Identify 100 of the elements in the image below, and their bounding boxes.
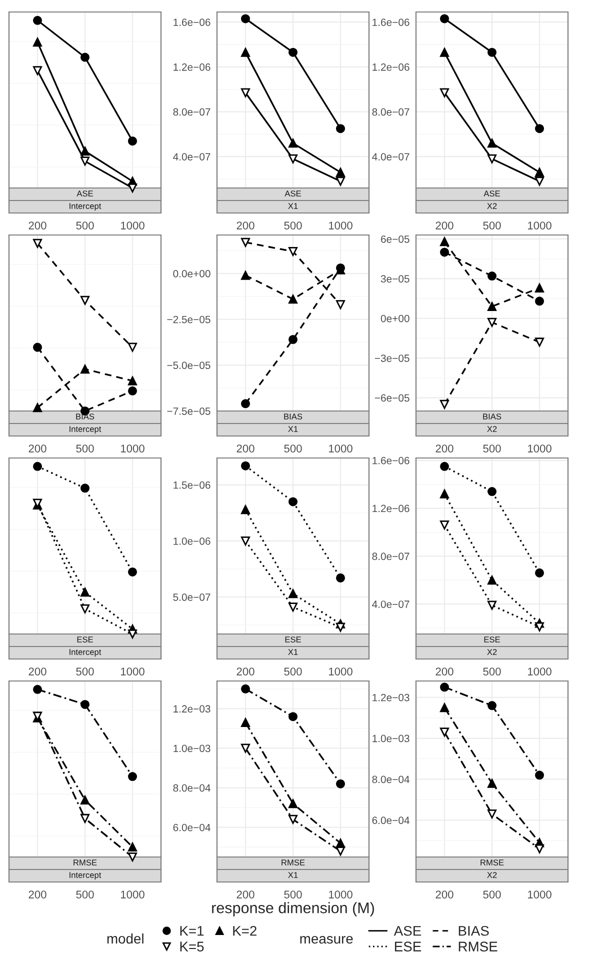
y-tick-label: −6e−05 bbox=[374, 394, 410, 402]
y-tick-label: −3e−05 bbox=[374, 354, 410, 362]
y-tick-label: 4.0e−07 bbox=[372, 153, 410, 160]
x-tick-label: 1000 bbox=[528, 444, 552, 452]
y-tick-label: 8.0e−04 bbox=[173, 784, 210, 792]
x-tick-label: 500 bbox=[483, 668, 501, 676]
y-tick-label: 1.2e−06 bbox=[174, 63, 210, 71]
x-tick-label: 500 bbox=[284, 222, 302, 230]
text: measure bbox=[300, 936, 353, 944]
text: X1 bbox=[288, 872, 298, 878]
text: ASE bbox=[76, 190, 93, 196]
x-tick-label: 500 bbox=[483, 222, 501, 230]
chart-title: ASE bbox=[394, 926, 422, 936]
y-tick-label: 8.0e−07 bbox=[372, 552, 410, 560]
y-tick-label: 0e+00 bbox=[380, 314, 410, 322]
x-tick-label: 1000 bbox=[120, 444, 144, 452]
x-tick-label: 1000 bbox=[120, 222, 144, 230]
y-tick-label: 1.2e−03 bbox=[174, 705, 210, 713]
x-tick-label: 200 bbox=[236, 890, 254, 898]
x-tick-label: 200 bbox=[436, 890, 454, 898]
y-tick-label: 5.0e−07 bbox=[173, 594, 210, 601]
text: ESE bbox=[77, 636, 93, 642]
y-tick-label: 1.0e−03 bbox=[174, 744, 210, 752]
y-tick-label: 1.0e−06 bbox=[174, 537, 210, 545]
y-tick-label: 1.2e−06 bbox=[372, 63, 410, 71]
x-tick-label: 1000 bbox=[328, 444, 352, 452]
y-tick-label: −2.5e−05 bbox=[167, 316, 210, 324]
x-tick-label: 500 bbox=[284, 444, 302, 452]
chart-title: RMSE bbox=[458, 942, 498, 952]
text: X1 bbox=[288, 649, 298, 655]
chart-title: BIAS bbox=[458, 926, 489, 936]
x-tick-label: 200 bbox=[236, 668, 254, 676]
y-tick-label: 8.0e−07 bbox=[173, 108, 210, 116]
y-tick-label: −7.5e−05 bbox=[167, 408, 210, 415]
y-tick-label: 4.0e−07 bbox=[173, 153, 210, 160]
y-tick-label: 1.2e−03 bbox=[372, 694, 410, 702]
y-tick-label: 8.0e−07 bbox=[372, 108, 410, 116]
x-tick-label: 1000 bbox=[528, 890, 552, 898]
text: X1 bbox=[288, 426, 298, 432]
y-tick-label: 1.0e−03 bbox=[372, 734, 410, 742]
text: BIAS bbox=[483, 414, 502, 420]
x-tick-label: 200 bbox=[28, 444, 46, 452]
text: X2 bbox=[487, 426, 497, 432]
chart-title: ESE bbox=[394, 942, 422, 952]
y-tick-label: 1.2e−06 bbox=[372, 504, 410, 512]
text: ESE bbox=[484, 636, 500, 642]
y-tick-label: 8.0e−04 bbox=[372, 776, 410, 784]
y-tick-label: 6.0e−04 bbox=[173, 824, 210, 832]
x-tick-label: 200 bbox=[436, 222, 454, 230]
x-tick-label: 500 bbox=[76, 668, 94, 676]
x-tick-label: 1000 bbox=[120, 890, 144, 898]
x-tick-label: 200 bbox=[236, 222, 254, 230]
x-tick-label: 200 bbox=[28, 222, 46, 230]
x-tick-label: 200 bbox=[436, 668, 454, 676]
x-tick-label: 1000 bbox=[328, 668, 352, 676]
x-tick-label: 500 bbox=[76, 222, 94, 230]
x-tick-label: 200 bbox=[28, 890, 46, 898]
x-tick-label: 500 bbox=[284, 890, 302, 898]
text: Intercept bbox=[70, 203, 102, 211]
x-tick-label: 1000 bbox=[328, 222, 352, 230]
x-tick-label: 1000 bbox=[528, 668, 552, 676]
legend-title: model bbox=[107, 933, 144, 944]
text: ESE bbox=[285, 636, 301, 642]
x-tick-label: 500 bbox=[76, 444, 94, 452]
text: Intercept bbox=[70, 649, 102, 657]
text: Intercept bbox=[70, 872, 102, 880]
x-tick-label: 500 bbox=[76, 890, 94, 898]
text: RMSE bbox=[480, 860, 504, 866]
text: X1 bbox=[288, 203, 298, 209]
legend-label: K=2 bbox=[233, 926, 256, 936]
text: BIAS bbox=[284, 414, 302, 420]
y-tick-label: −5.0e−05 bbox=[167, 362, 210, 370]
y-tick-label: 1.6e−06 bbox=[174, 18, 210, 26]
text: X2 bbox=[487, 203, 497, 209]
x-tick-label: 500 bbox=[483, 444, 501, 452]
x-tick-label: 500 bbox=[483, 890, 501, 898]
text: X2 bbox=[487, 649, 497, 655]
text: ASE bbox=[284, 190, 301, 196]
y-tick-label: 0.0e+00 bbox=[173, 270, 210, 278]
y-tick-label: 6e−05 bbox=[381, 235, 410, 243]
x-tick-label: 1000 bbox=[328, 890, 352, 898]
text: ASE bbox=[484, 190, 500, 196]
text: RMSE bbox=[282, 860, 305, 866]
x-tick-label: 200 bbox=[236, 444, 254, 452]
legend-label: K=1 bbox=[180, 926, 204, 936]
legend-label: K=5 bbox=[180, 942, 204, 952]
x-tick-label: 500 bbox=[284, 668, 302, 676]
text: RMSE bbox=[74, 860, 97, 866]
x-tick-label: 200 bbox=[436, 444, 454, 452]
y-tick-label: 6.0e−04 bbox=[372, 816, 410, 824]
y-tick-label: 1.5e−06 bbox=[174, 481, 210, 489]
x-axis-title: response dimension (M) bbox=[212, 902, 374, 916]
x-tick-label: 1000 bbox=[528, 222, 552, 230]
y-tick-label: 1.6e−06 bbox=[372, 456, 410, 464]
text: BIAS bbox=[76, 414, 94, 420]
x-tick-label: 1000 bbox=[120, 668, 144, 676]
y-tick-label: 1.6e−06 bbox=[372, 18, 410, 26]
y-tick-label: 3e−05 bbox=[380, 275, 410, 283]
text: X2 bbox=[487, 872, 497, 878]
text: Intercept bbox=[70, 426, 102, 434]
